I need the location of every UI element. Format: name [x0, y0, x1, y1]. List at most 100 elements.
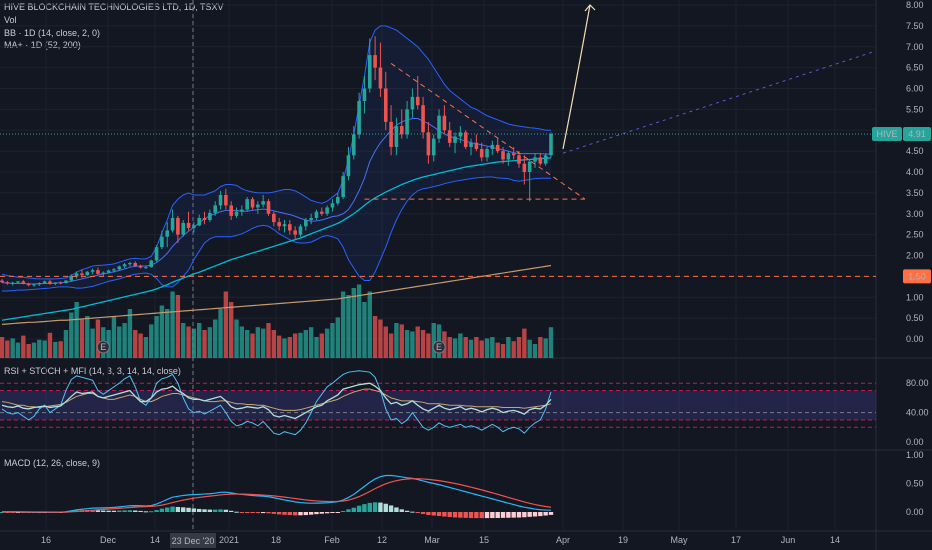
candle-body: [128, 263, 132, 265]
volume-bar: [255, 327, 261, 358]
macd-histogram-bar: [186, 507, 191, 512]
volume-bar: [63, 330, 69, 358]
macd-line: [1, 474, 552, 513]
candle-body: [357, 101, 361, 135]
volume-bar: [282, 338, 287, 358]
candle-body: [261, 201, 265, 205]
price-tick-label: 6.50: [906, 63, 924, 73]
volume-bar: [10, 338, 15, 358]
bb-legend: BB · 1D (14, close, 2, 0): [4, 28, 101, 38]
volume-bar: [522, 328, 527, 358]
volume-bar: [213, 319, 218, 358]
volume-bar: [21, 335, 26, 358]
candle-body: [501, 151, 505, 160]
candle-body: [405, 109, 409, 135]
arrowhead-icon: [584, 4, 596, 12]
volume-bar: [138, 333, 143, 358]
volume-bar: [356, 284, 362, 358]
candle-body: [304, 220, 308, 227]
volume-bar: [319, 333, 324, 358]
macd-histogram-bar: [484, 512, 490, 519]
candle-body: [58, 282, 63, 284]
candle-body: [208, 212, 212, 221]
macd-histogram-bar: [468, 512, 474, 519]
time-tick-label: 15: [479, 535, 489, 545]
macd-histogram-bar: [436, 512, 442, 516]
macd-histogram-bar: [543, 512, 548, 516]
rsi-line: [1, 382, 552, 420]
candle-body: [170, 217, 175, 231]
candle-body: [181, 222, 186, 235]
volume-bar: [308, 327, 314, 358]
candle-body: [421, 105, 425, 133]
macd-histogram-bar: [287, 512, 293, 516]
volume-bar: [474, 337, 479, 358]
volume-bar: [85, 316, 90, 358]
volume-bar: [287, 337, 293, 358]
candle-body: [346, 155, 351, 177]
macd-histogram-bar: [255, 512, 261, 514]
price-tick-label: 0.00: [906, 334, 924, 344]
time-tick-label: 14: [830, 535, 840, 545]
candle-body: [426, 132, 431, 156]
candle-body: [522, 163, 527, 172]
macd-histogram-bar: [143, 511, 149, 513]
candle-body: [154, 247, 159, 261]
crosshair-date-box: [170, 533, 216, 548]
macd-histogram-bar: [117, 510, 122, 512]
volume-bar: [404, 330, 410, 358]
volume-bar: [74, 302, 79, 358]
volume-bar: [149, 324, 154, 358]
macd-histogram-bar: [90, 509, 95, 512]
volume-bar: [276, 335, 282, 358]
macd-histogram-bar: [506, 512, 511, 518]
volume-bar: [431, 323, 436, 358]
price-tick-label: 3.50: [906, 188, 924, 198]
candle-body: [495, 144, 500, 152]
bollinger-band-fill: [2, 25, 551, 291]
candle-body: [42, 281, 47, 284]
volume-bar: [468, 339, 474, 358]
macd-histogram-bar: [319, 512, 324, 514]
macd-histogram-bar: [463, 512, 468, 518]
macd-histogram-bar: [122, 510, 127, 512]
macd-histogram-bar: [538, 512, 543, 517]
candle-body: [37, 283, 42, 285]
price-tick-label: 5.50: [906, 104, 924, 114]
volume-bar: [175, 295, 181, 358]
macd-histogram-bar: [383, 503, 388, 512]
macd-histogram-bar: [511, 512, 516, 518]
stoch-line: [1, 370, 552, 436]
macd-histogram-bar: [165, 507, 170, 512]
macd-histogram-bar: [95, 510, 101, 512]
macd-histogram-bar: [213, 509, 218, 512]
candle-body: [202, 217, 207, 221]
price-tick-label: 1.00: [906, 292, 924, 302]
candle-body: [245, 199, 249, 210]
volume-bar: [516, 337, 522, 358]
volume-bar: [191, 328, 197, 358]
volume-bar: [95, 319, 101, 358]
vol-legend: Vol: [4, 15, 17, 25]
volume-bar: [186, 326, 191, 358]
volume-bar: [410, 331, 415, 358]
candle-body: [527, 161, 532, 172]
macd-histogram-bar: [426, 512, 431, 515]
symbol-tag: [872, 127, 902, 142]
candle-body: [122, 264, 127, 267]
volume-bar: [532, 344, 538, 358]
candle-body: [474, 142, 479, 150]
macd-signal-line: [1, 478, 552, 513]
volume-bar: [90, 328, 95, 358]
candle-body: [373, 55, 377, 68]
macd-tick-label: 0.00: [906, 507, 924, 517]
candle-body: [341, 176, 345, 198]
candle-body: [288, 224, 292, 231]
candle-body: [213, 205, 217, 213]
candle-body: [90, 270, 95, 272]
volume-bar: [181, 323, 186, 358]
volume-bar: [447, 337, 452, 358]
candle-body: [282, 224, 287, 227]
macd-histogram-bar: [372, 502, 378, 512]
